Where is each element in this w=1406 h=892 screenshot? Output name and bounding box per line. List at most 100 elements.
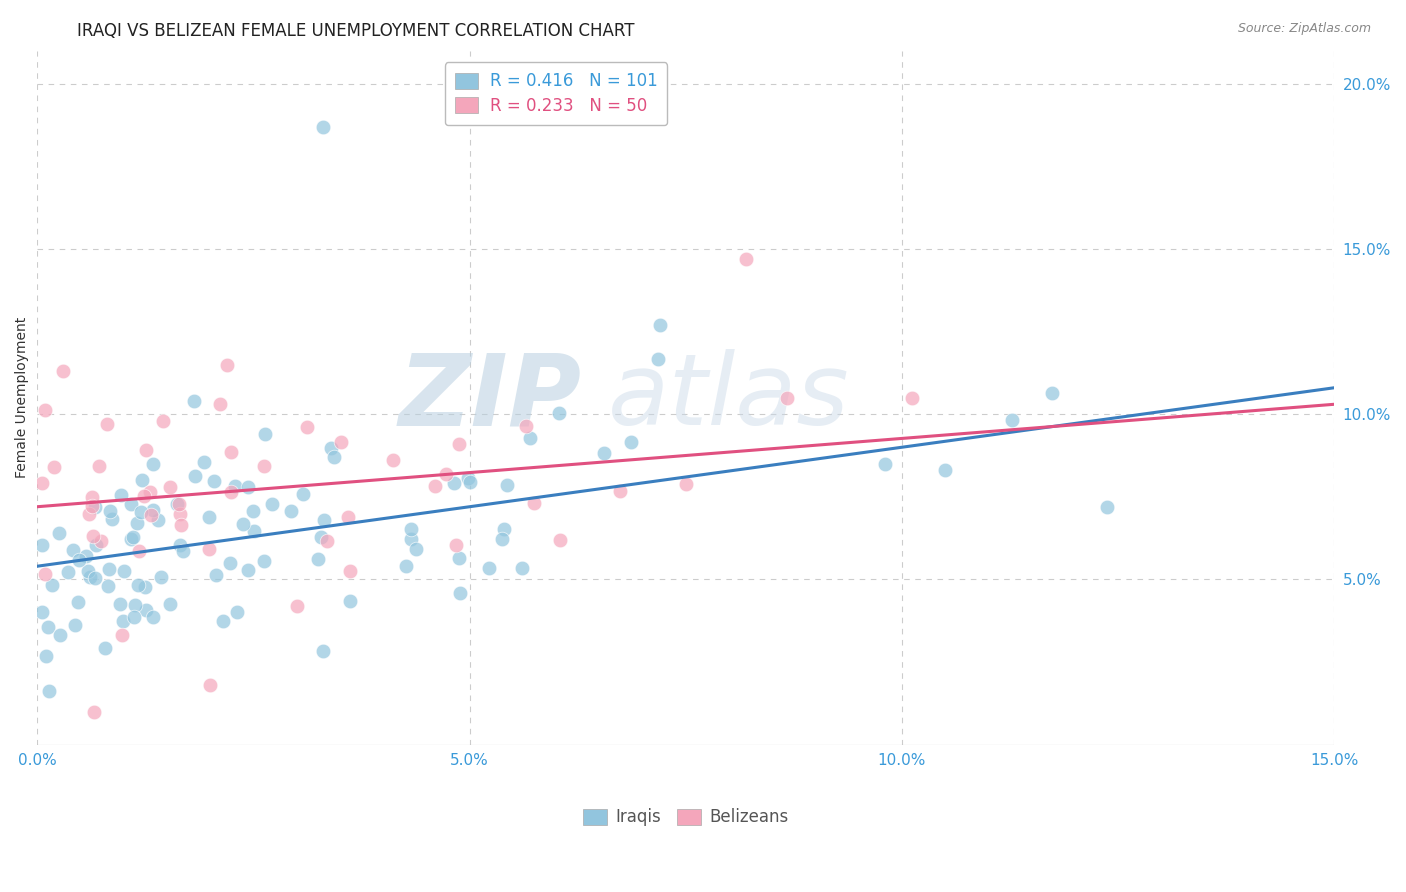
Iraqis: [83, 500, 105, 514]
Legend: Iraqis, Belizeans: Iraqis, Belizeans: [576, 802, 794, 833]
Iraqis: [98, 561, 121, 575]
Iraqis: [131, 505, 153, 519]
Belizeans: [82, 499, 104, 513]
Iraqis: [62, 542, 84, 557]
Iraqis: [1040, 385, 1063, 400]
Iraqis: [262, 497, 284, 511]
Iraqis: [254, 426, 277, 441]
Belizeans: [447, 437, 470, 451]
Belizeans: [735, 252, 758, 266]
Belizeans: [134, 490, 156, 504]
Iraqis: [875, 457, 897, 471]
Iraqis: [31, 605, 53, 619]
Iraqis: [292, 487, 315, 501]
Iraqis: [111, 614, 134, 628]
Belizeans: [77, 507, 100, 521]
Iraqis: [236, 480, 259, 494]
Iraqis: [141, 457, 163, 471]
Iraqis: [401, 533, 423, 547]
Iraqis: [405, 542, 427, 557]
Belizeans: [675, 477, 697, 491]
Belizeans: [330, 435, 353, 450]
Belizeans: [901, 391, 924, 405]
Iraqis: [169, 538, 191, 552]
Iraqis: [312, 513, 335, 527]
Iraqis: [519, 431, 541, 445]
Iraqis: [242, 524, 264, 538]
Iraqis: [120, 532, 142, 546]
Belizeans: [135, 443, 157, 458]
Belizeans: [82, 491, 104, 505]
Belizeans: [31, 476, 53, 491]
Iraqis: [124, 598, 146, 612]
Belizeans: [446, 538, 468, 552]
Belizeans: [339, 564, 361, 578]
Iraqis: [593, 445, 616, 459]
Belizeans: [90, 533, 112, 548]
Iraqis: [478, 561, 501, 575]
Iraqis: [134, 580, 156, 594]
Belizeans: [34, 566, 56, 581]
Belizeans: [152, 414, 174, 428]
Iraqis: [76, 564, 98, 578]
Belizeans: [167, 497, 190, 511]
Iraqis: [98, 503, 121, 517]
Iraqis: [135, 603, 157, 617]
Iraqis: [312, 644, 335, 658]
Iraqis: [193, 455, 215, 469]
Belizeans: [285, 599, 308, 613]
Belizeans: [221, 485, 243, 500]
Belizeans: [159, 480, 181, 494]
Belizeans: [434, 467, 457, 481]
Belizeans: [170, 518, 193, 533]
Belizeans: [381, 453, 404, 467]
Belizeans: [141, 508, 163, 522]
Iraqis: [184, 469, 207, 483]
Iraqis: [491, 532, 513, 546]
Iraqis: [202, 474, 225, 488]
Belizeans: [200, 678, 222, 692]
Iraqis: [399, 522, 422, 536]
Iraqis: [492, 522, 515, 536]
Iraqis: [127, 578, 149, 592]
Belizeans: [52, 364, 75, 378]
Iraqis: [110, 597, 132, 611]
Iraqis: [226, 605, 249, 619]
Iraqis: [183, 394, 205, 409]
Belizeans: [96, 417, 118, 431]
Iraqis: [112, 565, 135, 579]
Iraqis: [307, 551, 329, 566]
Iraqis: [232, 517, 254, 532]
Iraqis: [48, 525, 70, 540]
Iraqis: [48, 628, 70, 642]
Iraqis: [122, 530, 145, 544]
Belizeans: [775, 391, 797, 405]
Iraqis: [510, 561, 533, 575]
Iraqis: [79, 570, 101, 584]
Iraqis: [253, 554, 276, 568]
Belizeans: [44, 460, 66, 475]
Text: Source: ZipAtlas.com: Source: ZipAtlas.com: [1237, 22, 1371, 36]
Belizeans: [423, 479, 446, 493]
Iraqis: [447, 551, 470, 566]
Iraqis: [311, 120, 333, 134]
Belizeans: [295, 420, 318, 434]
Iraqis: [322, 450, 344, 465]
Iraqis: [648, 318, 671, 332]
Belizeans: [82, 529, 104, 543]
Iraqis: [934, 463, 956, 477]
Iraqis: [142, 610, 165, 624]
Belizeans: [89, 459, 111, 474]
Belizeans: [139, 485, 162, 500]
Belizeans: [34, 403, 56, 417]
Belizeans: [253, 458, 276, 473]
Iraqis: [101, 512, 124, 526]
Iraqis: [142, 503, 165, 517]
Iraqis: [647, 351, 669, 366]
Iraqis: [150, 570, 173, 584]
Iraqis: [449, 585, 471, 599]
Iraqis: [309, 530, 332, 544]
Iraqis: [110, 488, 132, 502]
Belizeans: [197, 542, 219, 557]
Belizeans: [169, 508, 191, 522]
